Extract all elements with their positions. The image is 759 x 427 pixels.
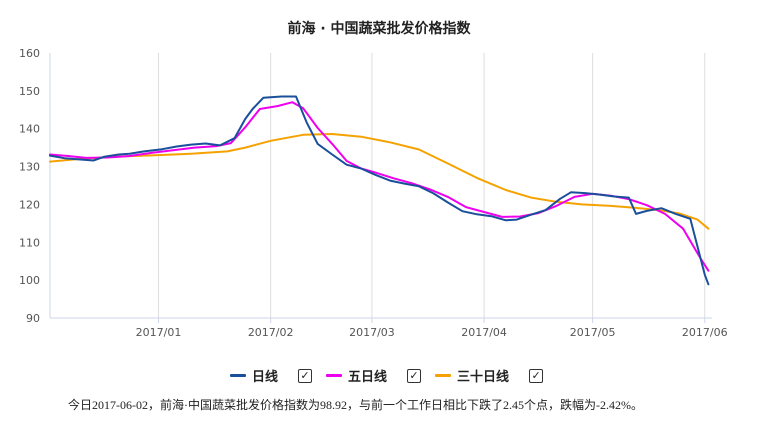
y-tick-label: 110 [19,236,40,249]
legend-label-30day: 三十日线 [457,370,510,385]
legend-checkbox-daily[interactable]: ✓ [298,368,313,383]
legend-checkbox-5day[interactable]: ✓ [407,368,422,383]
x-tick-label: 2017/06 [682,326,728,339]
legend-label-daily: 日线 [252,370,279,385]
legend-checkbox-30day[interactable]: ✓ [529,368,544,383]
legend-line-5day [326,374,343,377]
y-tick-label: 100 [19,274,40,287]
x-tick-label: 2017/02 [248,326,294,339]
x-tick-label: 2017/04 [461,326,507,339]
summary-text: 今日2017-06-02，前海·中国蔬菜批发价格指数为98.92，与前一个工作日… [68,398,643,412]
y-tick-label: 120 [19,198,40,211]
legend-line-30day [435,374,452,377]
price-index-chart: 前海 · 中国蔬菜批发价格指数 90 100 110 120 130 140 150 160 2… [19,20,728,339]
axes: 90 100 110 120 130 140 150 160 2017/01 2017/02 201… [19,47,728,339]
y-tick-label: 140 [19,123,40,136]
chart-title: 前海 · 中国蔬菜批发价格指数 [287,20,471,37]
y-tick-label: 130 [19,161,40,174]
series-line-30day [49,133,710,230]
legend-item-daily[interactable]: 日线 ✓ [230,366,313,385]
x-tick-label: 2017/03 [349,326,395,339]
grid-lines [158,53,706,318]
y-tick-label: 160 [19,47,40,60]
y-tick-label: 150 [19,85,40,98]
x-tick-label: 2017/01 [136,326,182,339]
series-line-5day [49,101,710,272]
legend-item-30day[interactable]: 三十日线 ✓ [435,366,544,385]
x-tick-label: 2017/05 [570,326,616,339]
legend-item-5day[interactable]: 五日线 ✓ [326,366,422,385]
series-line-daily [49,95,710,286]
legend: 日线 ✓ 五日线 ✓ 三十日线 ✓ [230,366,557,385]
legend-line-daily [230,374,246,377]
y-tick-label: 90 [26,312,40,325]
legend-label-5day: 五日线 [348,370,388,385]
series-group [49,95,710,286]
